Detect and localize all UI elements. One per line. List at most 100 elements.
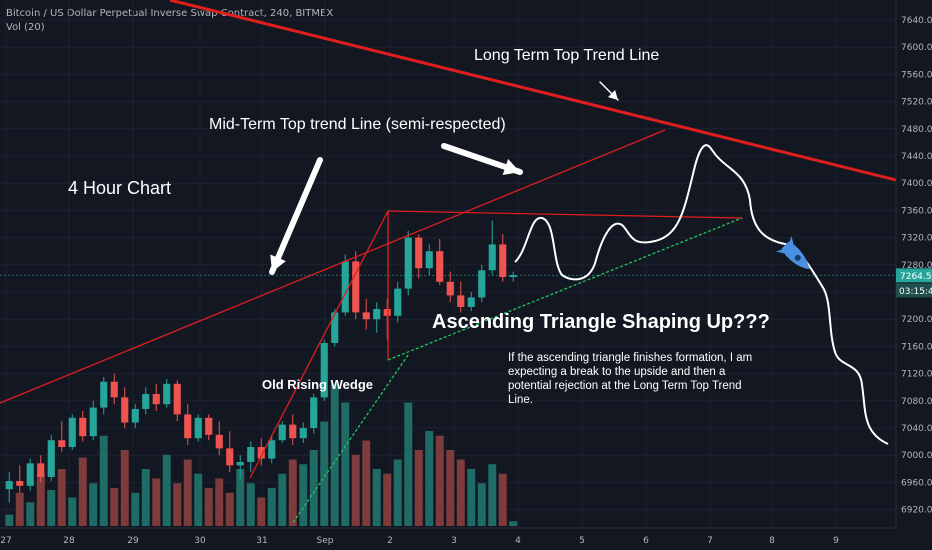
candle-body [16,481,24,486]
price-tick-label: 7280.0 [901,261,932,271]
candle-body [236,462,244,466]
time-tick-label: 4 [515,536,521,546]
volume-bar [362,440,371,526]
volume-bar [57,469,66,526]
candle-body [89,407,97,437]
time-tick-label: Sep [317,536,334,546]
candle-body [131,408,139,423]
time-tick-label: 8 [769,536,775,546]
volume-bar [425,431,434,526]
volume-bar [278,473,287,526]
volume-bar [120,450,129,526]
time-axis-bg [0,528,932,550]
countdown-badge [896,283,932,298]
volume-bar [99,435,108,526]
candle-body [383,309,391,316]
candle-body [404,237,412,289]
volume-bar [15,492,24,526]
candle-body [47,440,55,477]
candle-body [173,383,181,415]
price-tick-label: 7200.0 [901,315,932,325]
volume-bar [351,454,360,526]
candle-body [352,261,360,313]
candle-body [121,397,129,423]
price-tick-label: 7440.0 [901,152,932,162]
long-term-label: Long Term Top Trend Line [474,47,659,64]
rocket-window [794,254,801,261]
candle-body [257,447,265,459]
volume-bar [141,469,150,526]
time-tick-label: 5 [579,536,585,546]
candle-body [163,383,171,405]
note-line: expecting a break to the upside and then… [508,366,726,378]
time-tick-label: 6 [643,536,649,546]
candle-body [110,381,118,398]
candle-body [394,288,402,316]
candle-body [373,309,381,320]
volume-bar [509,521,518,526]
time-tick-label: 31 [256,536,267,546]
timeframe-label: 4 Hour Chart [68,178,171,198]
mid-term-arrow [269,157,323,275]
volume-bar [204,488,213,526]
volume-bar [330,383,339,526]
volume-bar [267,488,276,526]
volume-bar [236,469,245,526]
volume-bar [341,402,350,526]
candle-body [436,251,444,282]
triangle-support-line [387,217,743,361]
chart-title: Bitcoin / US Dollar Perpetual Inverse Sw… [6,8,334,19]
volume-bar [477,483,486,526]
price-tick-label: 6920.0 [901,506,932,516]
note-line: potential rejection at the Long Term Top… [508,380,742,392]
candle-body [415,237,423,269]
volume-bar [152,478,161,526]
volume-bar [320,421,329,526]
candle-body [310,397,318,428]
candle-body [215,434,223,449]
candle-body [58,440,66,448]
mid-term-trend-line [0,129,666,404]
price-tick-label: 7160.0 [901,342,932,352]
volume-bar [246,483,255,526]
triangle-arrow-head [502,159,520,175]
candle-body [142,394,150,409]
volume-bar [215,478,224,526]
price-tick-label: 7560.0 [901,70,932,80]
volume-bar [414,450,423,526]
current-price-label: 7264.5 [900,272,932,282]
volume-bar [435,435,444,526]
volume-bar [110,488,119,526]
candle-body [205,417,213,435]
price-tick-label: 7120.0 [901,370,932,380]
candle-body [26,463,34,486]
volume-bar [288,459,297,526]
volume-bar [404,402,413,526]
rocket-icon [775,235,810,270]
candle-body [478,270,486,298]
volume-bar [299,464,308,526]
countdown-label: 03:15:43 [899,287,932,297]
volume-bars [5,383,518,526]
candle-body [331,312,339,343]
chart-grid [0,0,896,528]
volume-bar [488,464,497,526]
candle-body [341,261,349,313]
time-tick-label: 7 [707,536,713,546]
volume-bar [372,469,381,526]
volume-bar [467,469,476,526]
price-tick-label: 7080.0 [901,397,932,407]
candle-body [152,394,160,405]
volume-bar [89,483,98,526]
candle-body [320,343,328,398]
rising-wedge-label: Old Rising Wedge [262,377,373,392]
volume-bar [78,457,87,526]
wedge-upper-line [249,210,389,479]
volume-bar [5,514,14,526]
candle-body [446,281,454,296]
volume-bar [36,473,45,526]
wedge-lower-line [291,354,409,525]
note-line: Line. [508,394,533,406]
price-tick-label: 7640.0 [901,16,932,26]
